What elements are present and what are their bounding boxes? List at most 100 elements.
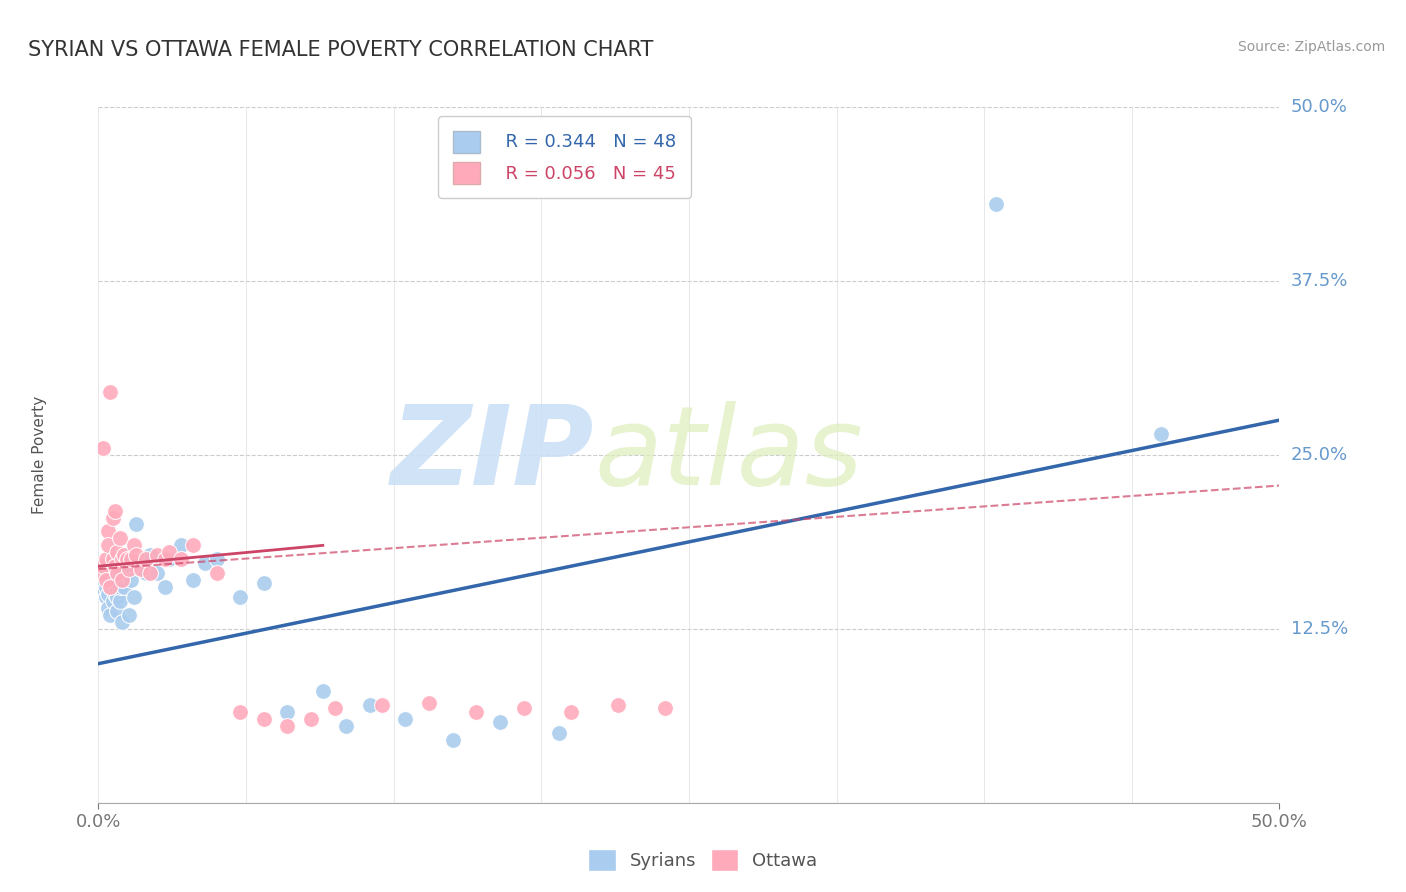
Point bbox=[101, 576, 124, 591]
Point bbox=[441, 733, 464, 747]
Point bbox=[97, 524, 120, 539]
Point bbox=[253, 576, 276, 591]
Point bbox=[101, 552, 124, 566]
Text: SYRIAN VS OTTAWA FEMALE POVERTY CORRELATION CHART: SYRIAN VS OTTAWA FEMALE POVERTY CORRELAT… bbox=[28, 40, 654, 60]
Point bbox=[371, 698, 394, 713]
Point bbox=[560, 706, 582, 720]
Point bbox=[253, 712, 276, 726]
Point bbox=[194, 557, 217, 571]
Point bbox=[276, 719, 298, 733]
Text: Female Poverty: Female Poverty bbox=[32, 396, 46, 514]
Point bbox=[121, 552, 143, 566]
Point bbox=[104, 503, 127, 517]
Point bbox=[205, 566, 228, 581]
Point bbox=[205, 552, 228, 566]
Point bbox=[105, 604, 128, 618]
Legend: Syrians, Ottawa: Syrians, Ottawa bbox=[581, 842, 825, 879]
Point bbox=[112, 580, 135, 594]
Point bbox=[181, 573, 204, 587]
Point bbox=[108, 580, 131, 594]
Point bbox=[146, 548, 169, 562]
Point bbox=[108, 594, 131, 608]
Text: ZIP: ZIP bbox=[391, 401, 595, 508]
Point bbox=[104, 559, 127, 574]
Point bbox=[91, 573, 114, 587]
Point bbox=[418, 696, 440, 710]
Point bbox=[91, 441, 114, 455]
Point bbox=[105, 566, 128, 581]
Point bbox=[312, 684, 335, 698]
Point bbox=[111, 573, 134, 587]
Point bbox=[94, 580, 117, 594]
Point bbox=[94, 573, 117, 587]
Point bbox=[94, 590, 117, 604]
Point bbox=[135, 552, 157, 566]
Point bbox=[98, 580, 121, 594]
Point bbox=[153, 580, 176, 594]
Point bbox=[125, 517, 148, 532]
Point bbox=[111, 615, 134, 629]
Point bbox=[108, 532, 131, 546]
Point bbox=[299, 712, 322, 726]
Point bbox=[229, 706, 252, 720]
Point bbox=[548, 726, 571, 740]
Point bbox=[112, 548, 135, 562]
Point bbox=[101, 510, 124, 524]
Point bbox=[94, 566, 117, 581]
Point bbox=[91, 559, 114, 574]
Text: atlas: atlas bbox=[595, 401, 863, 508]
Point bbox=[105, 590, 128, 604]
Point bbox=[125, 548, 148, 562]
Point bbox=[153, 552, 176, 566]
Point bbox=[115, 552, 138, 566]
Point bbox=[97, 601, 120, 615]
Text: 25.0%: 25.0% bbox=[1291, 446, 1348, 464]
Point bbox=[118, 562, 141, 576]
Point bbox=[139, 566, 162, 581]
Point bbox=[229, 590, 252, 604]
Point bbox=[394, 712, 416, 726]
Point bbox=[146, 566, 169, 581]
Point bbox=[139, 548, 162, 562]
Point bbox=[94, 552, 117, 566]
Point bbox=[654, 701, 676, 715]
Point bbox=[97, 587, 120, 601]
Point bbox=[91, 559, 114, 574]
Point bbox=[157, 545, 180, 559]
Text: 37.5%: 37.5% bbox=[1291, 272, 1348, 290]
Text: Source: ZipAtlas.com: Source: ZipAtlas.com bbox=[1237, 40, 1385, 54]
Point bbox=[98, 607, 121, 622]
Point bbox=[104, 573, 127, 587]
Text: 50.0%: 50.0% bbox=[1291, 98, 1347, 116]
Point bbox=[489, 715, 512, 730]
Point bbox=[101, 594, 124, 608]
Legend:   R = 0.344   N = 48,   R = 0.056   N = 45: R = 0.344 N = 48, R = 0.056 N = 45 bbox=[439, 116, 690, 198]
Text: 12.5%: 12.5% bbox=[1291, 620, 1348, 638]
Point bbox=[181, 538, 204, 552]
Point bbox=[90, 580, 112, 594]
Point bbox=[170, 538, 193, 552]
Point bbox=[90, 566, 112, 581]
Point bbox=[465, 706, 488, 720]
Point bbox=[607, 698, 630, 713]
Point bbox=[129, 562, 152, 576]
Point bbox=[984, 197, 1007, 211]
Point bbox=[129, 562, 152, 576]
Point bbox=[98, 385, 121, 400]
Point bbox=[170, 552, 193, 566]
Point bbox=[121, 573, 143, 587]
Point bbox=[97, 573, 120, 587]
Point bbox=[111, 552, 134, 566]
Point bbox=[115, 566, 138, 581]
Point bbox=[323, 701, 346, 715]
Point bbox=[359, 698, 381, 713]
Point bbox=[335, 719, 357, 733]
Point bbox=[97, 538, 120, 552]
Point bbox=[105, 545, 128, 559]
Point bbox=[157, 552, 180, 566]
Point bbox=[512, 701, 534, 715]
Point bbox=[122, 538, 145, 552]
Point bbox=[118, 607, 141, 622]
Point bbox=[1150, 427, 1173, 442]
Point bbox=[104, 587, 127, 601]
